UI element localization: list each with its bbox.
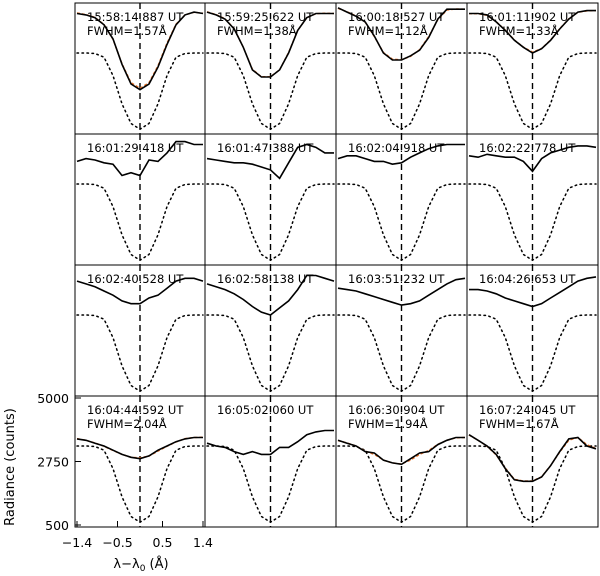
observed-profile-line [337,143,465,166]
panel-time-label: 16:07:24.045 UT [479,403,576,417]
panel-8: 16:02:22.778 UT [466,133,599,266]
observed-profile-line [76,140,203,177]
panel-12: 16:04:26.653 UT [466,264,599,397]
observed-profile-line [468,145,597,173]
observed-profile-line [76,277,204,305]
panel-11: 16:03:51.232 UT [335,264,468,397]
observed-profile-line [206,429,334,456]
y-tick-label: 5000 [37,391,69,406]
reference-profile-line [337,183,466,262]
panel-fwhm-label: FWHM=1.12Å [348,23,428,38]
x-tick-label: 0.5 [153,535,173,550]
observed-profile-line [469,276,597,308]
reference-profile-line [76,445,204,524]
y-axis-label: Radiance (counts) [3,408,18,526]
panel-fwhm-label: FWHM=1.94Å [348,416,428,431]
observed-profile-line [76,436,203,460]
x-axis-label: λ−λ0 (Å) [113,556,168,574]
reference-profile-line [76,52,204,131]
reference-profile-line [206,183,335,262]
y-tick-label: 500 [45,518,69,533]
reference-profile-line [206,445,335,524]
panel-fwhm-label: FWHM=1.57Å [87,23,167,38]
panel-time-label: 16:00:18.527 UT [348,10,445,24]
panel-fwhm-label: FWHM=1.33Å [479,23,559,38]
panel-time-label: 16:01:11.902 UT [479,10,576,24]
panel-time-label: 15:59:25.622 UT [217,10,314,24]
observed-profile-line [337,277,466,306]
observed-profile-line [206,274,335,316]
axis-ticks: 5000 2750 500 −1.4 −0.5 0.5 1.4 [37,391,213,550]
observed-profile-line [206,143,334,180]
reference-profile-line [468,52,597,131]
observed-profile-line [206,11,334,78]
reference-profile-line [76,183,204,262]
panel-5: 16:01:29.418 UT [74,133,206,266]
panel-fwhm-label: FWHM=1.67Å [479,416,559,431]
x-axis-label-main: λ−λ [113,557,140,572]
reference-profile-line [468,183,597,262]
reference-profile-line [337,52,466,131]
panel-10: 16:02:58.138 UT [204,264,337,397]
panel-6: 16:01:47.388 UT [204,133,337,266]
observed-profile-line [76,11,204,91]
panel-14: 16:05:02.060 UT [204,395,337,528]
x-axis-label-unit: (Å) [145,556,168,572]
panel-fwhm-label: FWHM=2.04Å [87,416,167,431]
panel-time-label: 16:04:44.592 UT [87,403,184,417]
reference-profile-line [206,314,335,393]
panel-time-label: 16:02:22.778 UT [479,141,576,155]
x-tick-label: 1.4 [193,535,213,550]
panel-time-label: 16:02:40.528 UT [87,272,184,286]
panel-time-label: 16:02:58.138 UT [217,272,314,286]
x-axis-label-subscript: 0 [140,564,146,574]
panel-time-label: 16:06:30.904 UT [348,403,445,417]
panel-9: 16:02:40.528 UT [74,264,206,397]
panel-time-label: 16:01:47.388 UT [217,141,314,155]
x-tick-label: −1.4 [62,535,92,550]
observed-profile-line [337,7,465,61]
panel-fwhm-label: FWHM=1.38Å [217,23,297,38]
panel-time-label: 16:03:51.232 UT [348,272,445,286]
reference-profile-line [206,52,335,131]
observed-profile-line [469,9,596,54]
panel-time-label: 16:01:29.418 UT [87,141,184,155]
reference-profile-line [337,314,466,393]
panel-time-label: 16:04:26.653 UT [479,272,576,286]
panel-time-label: 15:58:14.887 UT [87,10,184,24]
reference-profile-line [468,314,597,393]
panel-time-label: 16:02:04.918 UT [348,141,445,155]
y-tick-label: 2750 [37,455,69,470]
observed-profile-line [468,434,597,483]
observed-profile-line [337,436,465,466]
panel-7: 16:02:04.918 UT [335,133,468,266]
reference-profile-line [76,314,204,393]
panel-time-label: 16:05:02.060 UT [217,403,314,417]
x-tick-label: −0.5 [102,535,132,550]
